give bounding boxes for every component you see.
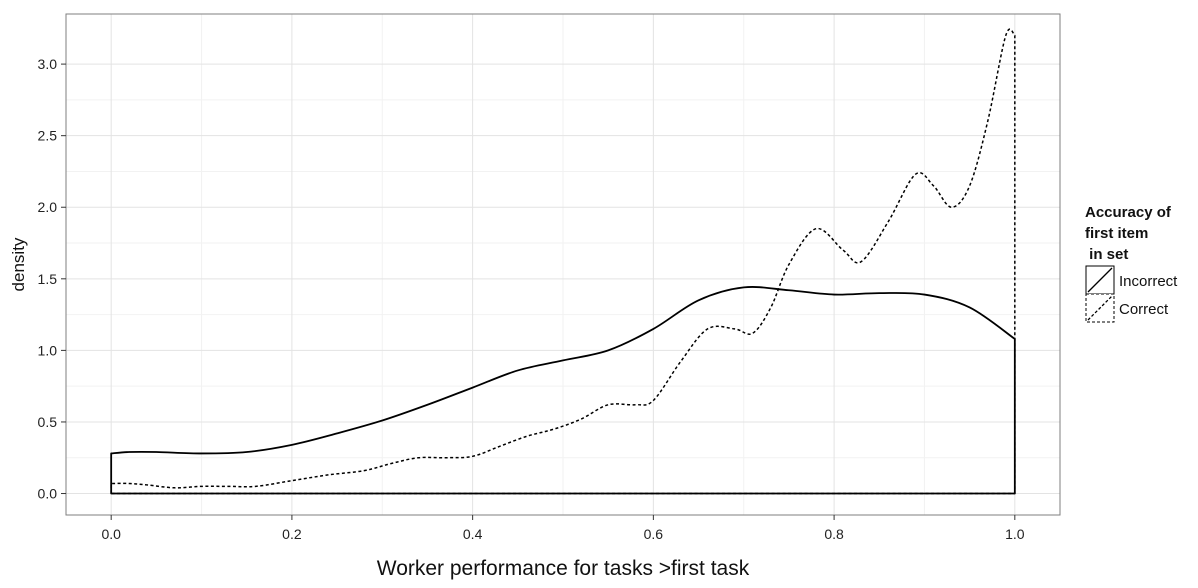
legend-item-incorrect: Incorrect	[1085, 265, 1178, 295]
legend-title-line-1: Accuracy of	[1085, 204, 1172, 221]
y-tick-label: 0.0	[38, 486, 58, 502]
minor-gridlines	[66, 14, 1060, 515]
legend-key-line-correct	[1087, 295, 1113, 321]
x-axis: 0.0 0.2 0.4 0.6 0.8 1.0	[101, 515, 1025, 542]
y-axis: 0.0 0.5 1.0 1.5 2.0 2.5 3.0	[38, 56, 66, 502]
legend-title-line-2: first item	[1085, 225, 1148, 242]
plot-border	[65, 13, 1061, 516]
legend-label-incorrect: Incorrect	[1119, 273, 1178, 290]
legend-key-line-incorrect	[1087, 267, 1113, 293]
x-tick-label: 0.0	[101, 526, 121, 542]
legend-label-correct: Correct	[1119, 301, 1169, 318]
x-tick-label: 0.2	[282, 526, 302, 542]
legend: Accuracy of first item in set Incorrect …	[1085, 204, 1178, 323]
y-axis-title: density	[9, 237, 28, 291]
x-axis-title: Worker performance for tasks >first task	[377, 557, 750, 580]
y-tick-label: 2.0	[38, 199, 58, 215]
y-tick-label: 2.5	[38, 128, 58, 144]
density-curve-correct	[110, 28, 1016, 495]
y-tick-label: 1.5	[38, 271, 58, 287]
legend-item-correct: Correct	[1085, 293, 1169, 323]
x-tick-label: 0.6	[644, 526, 664, 542]
y-tick-label: 1.0	[38, 342, 58, 358]
x-tick-label: 0.4	[463, 526, 483, 542]
x-tick-label: 1.0	[1005, 526, 1025, 542]
density-curves	[110, 28, 1016, 495]
legend-title-line-3: in set	[1085, 246, 1128, 263]
x-tick-label: 0.8	[824, 526, 844, 542]
y-tick-label: 0.5	[38, 414, 58, 430]
density-curve-incorrect	[110, 286, 1016, 495]
y-tick-label: 3.0	[38, 56, 58, 72]
